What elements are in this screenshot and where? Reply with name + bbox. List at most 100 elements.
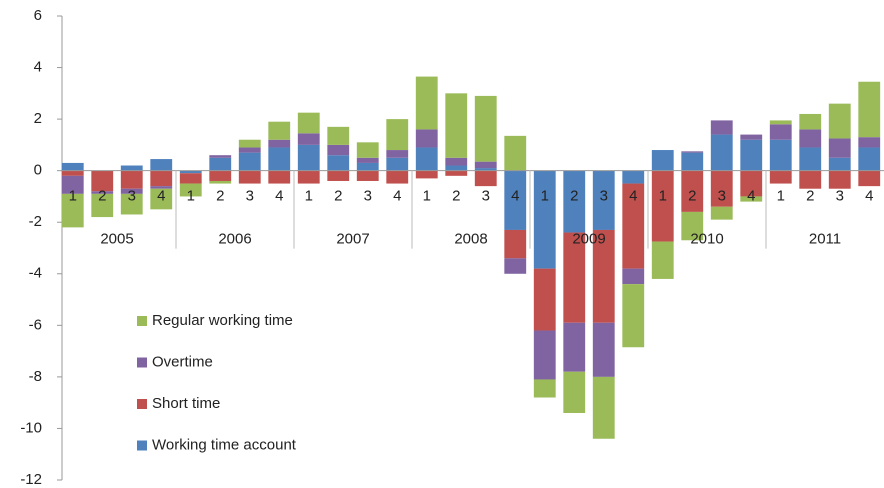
x-tick-label: 2 [806, 188, 814, 205]
group-label: 2006 [218, 231, 251, 248]
bar-segment [563, 232, 586, 323]
bar-segment [563, 371, 586, 413]
bar-segment [858, 170, 881, 187]
bar-segment [474, 161, 497, 169]
y-tick-label: 6 [34, 7, 42, 24]
bar-segment [858, 137, 881, 148]
bar-segment [327, 170, 350, 181]
x-tick-label: 4 [275, 188, 283, 205]
bar-segment [474, 168, 497, 171]
bar-segment [533, 330, 556, 380]
bar-segment [61, 162, 84, 171]
bar-segment [681, 151, 704, 153]
bar-segment [710, 170, 733, 207]
bar-segment [150, 170, 173, 187]
bar-segment [710, 120, 733, 135]
bar-segment [799, 170, 822, 189]
bar-segment [651, 241, 674, 279]
x-tick-label: 3 [836, 188, 844, 205]
bar-segment [268, 121, 291, 140]
legend-swatch [137, 399, 147, 409]
bar-segment [445, 170, 468, 176]
bar-segment [356, 170, 379, 181]
bar-segment [120, 170, 143, 189]
bar-segment [504, 229, 527, 259]
group-label: 2008 [454, 231, 487, 248]
y-tick-label: 2 [34, 110, 42, 127]
x-tick-label: 2 [570, 188, 578, 205]
x-tick-label: 1 [659, 188, 667, 205]
x-tick-label: 3 [718, 188, 726, 205]
bar-segment [710, 134, 733, 171]
bar-segment [209, 170, 232, 181]
legend-swatch [137, 440, 147, 451]
legend-swatch [137, 357, 147, 368]
bar-segment [533, 170, 556, 269]
group-label: 2005 [100, 231, 133, 248]
legend-swatch [137, 316, 147, 326]
x-tick-label: 3 [246, 188, 254, 205]
bar-segment [622, 183, 645, 269]
bar-segment [769, 139, 792, 171]
legend-label: Working time account [152, 436, 297, 453]
bar-segment [356, 157, 379, 163]
bar-segment [415, 76, 438, 130]
group-label: 2009 [572, 231, 605, 248]
x-tick-label: 2 [334, 188, 342, 205]
x-tick-label: 4 [747, 188, 755, 205]
x-tick-label: 3 [482, 188, 490, 205]
y-tick-label: -12 [20, 471, 42, 488]
x-tick-label: 3 [600, 188, 608, 205]
bar-segment [238, 152, 261, 171]
bar-segment [592, 376, 615, 439]
bar-segment [710, 206, 733, 220]
bar-segment [681, 152, 704, 171]
y-tick-label: 0 [34, 162, 42, 179]
bar-segment [651, 170, 674, 242]
bar-segment [858, 81, 881, 138]
bar-segment [828, 138, 851, 158]
y-tick-label: -10 [20, 419, 42, 436]
bar-segment [268, 147, 291, 171]
bar-segment [91, 193, 114, 218]
bar-segment [209, 157, 232, 171]
bar-segment [592, 229, 615, 323]
bar-segment [799, 147, 822, 171]
bar-segment [828, 157, 851, 171]
bar-segment [327, 144, 350, 156]
bar-segment [504, 170, 527, 230]
bar-segment [120, 193, 143, 215]
y-tick-label: -4 [29, 265, 42, 282]
y-tick-label: 4 [34, 59, 42, 76]
group-label: 2007 [336, 231, 369, 248]
bar-segment [150, 188, 173, 210]
bar-segment [91, 191, 114, 194]
bar-segment [828, 103, 851, 139]
x-tick-label: 2 [688, 188, 696, 205]
bar-segment [268, 170, 291, 184]
bar-segment [445, 165, 468, 171]
bar-segment [563, 170, 586, 233]
legend-label: Short time [152, 395, 220, 412]
bar-segment [386, 157, 409, 171]
bar-segment [120, 165, 143, 171]
bar-segment [445, 157, 468, 166]
bar-segment [297, 133, 320, 145]
x-tick-label: 2 [216, 188, 224, 205]
bar-segment [386, 119, 409, 151]
bar-segment [622, 170, 645, 184]
bar-segment [681, 170, 704, 212]
bar-segment [327, 126, 350, 145]
bar-segment [622, 268, 645, 285]
bar-segment [474, 170, 497, 187]
bar-segment [415, 170, 438, 179]
group-label: 2010 [690, 231, 723, 248]
x-tick-label: 1 [541, 188, 549, 205]
bar-segment [622, 284, 645, 348]
bar-segment [740, 134, 763, 140]
bar-segment [504, 258, 527, 274]
bar-segment [386, 170, 409, 184]
bar-segment [150, 186, 173, 189]
x-tick-label: 3 [128, 188, 136, 205]
bar-segment [61, 170, 84, 176]
